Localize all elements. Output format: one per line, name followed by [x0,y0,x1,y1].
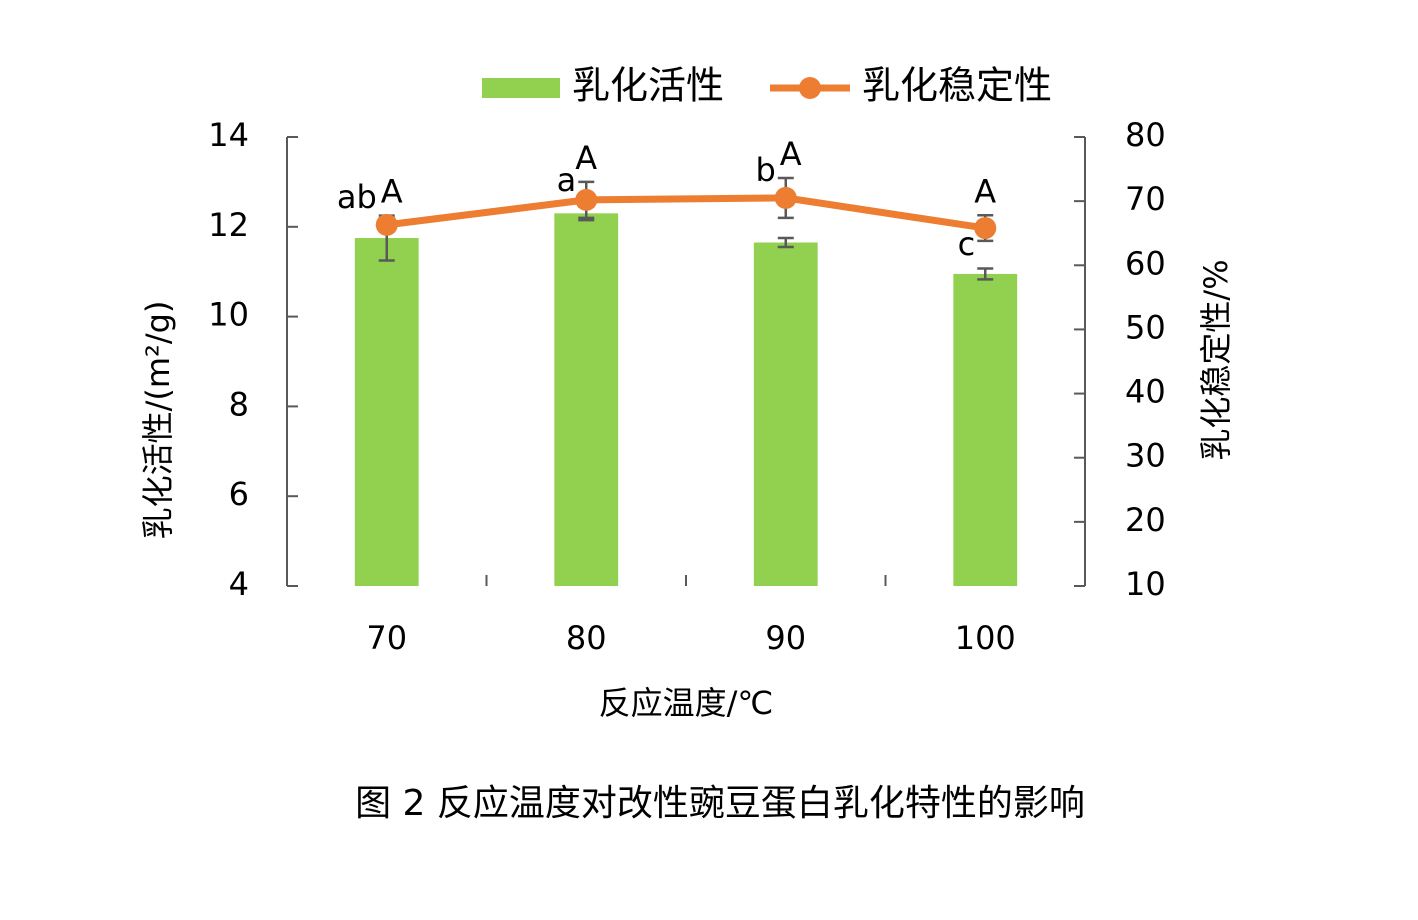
legend-marker [799,77,821,99]
y-tick-label: 14 [208,116,249,154]
y-tick-label: 6 [229,475,249,513]
line-letter: A [381,173,403,211]
y-tick-label: 8 [229,385,249,423]
y2-tick-label: 30 [1125,437,1166,475]
legend-swatch [482,78,560,98]
line-letter: A [575,139,597,177]
y2-tick-label: 10 [1125,565,1166,603]
legend-label: 乳化稳定性 [862,64,1052,108]
x-tick-label: 80 [566,619,607,657]
y2-tick-label: 70 [1125,180,1166,218]
bar-letter: a [557,161,577,199]
bar [354,238,419,586]
y2-tick-label: 60 [1125,244,1166,282]
bar-letter: b [755,151,775,189]
y2-axis-label: 乳化稳定性/% [1197,259,1235,460]
legend-label: 乳化活性 [572,64,724,108]
bar [753,242,818,586]
y2-tick-label: 50 [1125,308,1166,346]
line-point [974,217,997,240]
y-axis-label: 乳化活性/(m²/g) [139,301,177,540]
line-point [774,186,797,209]
y-tick-label: 10 [208,296,249,334]
line [386,194,986,232]
y-tick-label: 12 [208,206,249,244]
x-tick-label: 100 [955,619,1016,657]
bar-letter: ab [337,178,377,216]
line-letter: A [780,135,802,173]
x-tick-label: 70 [366,619,407,657]
y2-tick-label: 40 [1125,373,1166,411]
line-letter: A [974,172,996,210]
bar-letter: c [958,225,976,263]
y2-tick-label: 20 [1125,501,1166,539]
bar [953,273,1018,586]
bar [554,213,619,586]
line-point [375,213,398,236]
line-point [575,188,598,211]
y-tick-label: 4 [229,565,249,603]
caption: 图 2 反应温度对改性豌豆蛋白乳化特性的影响 [355,783,1085,824]
y2-tick-label: 80 [1125,116,1166,154]
x-tick-label: 90 [765,619,806,657]
x-axis-label: 反应温度/℃ [599,684,774,722]
